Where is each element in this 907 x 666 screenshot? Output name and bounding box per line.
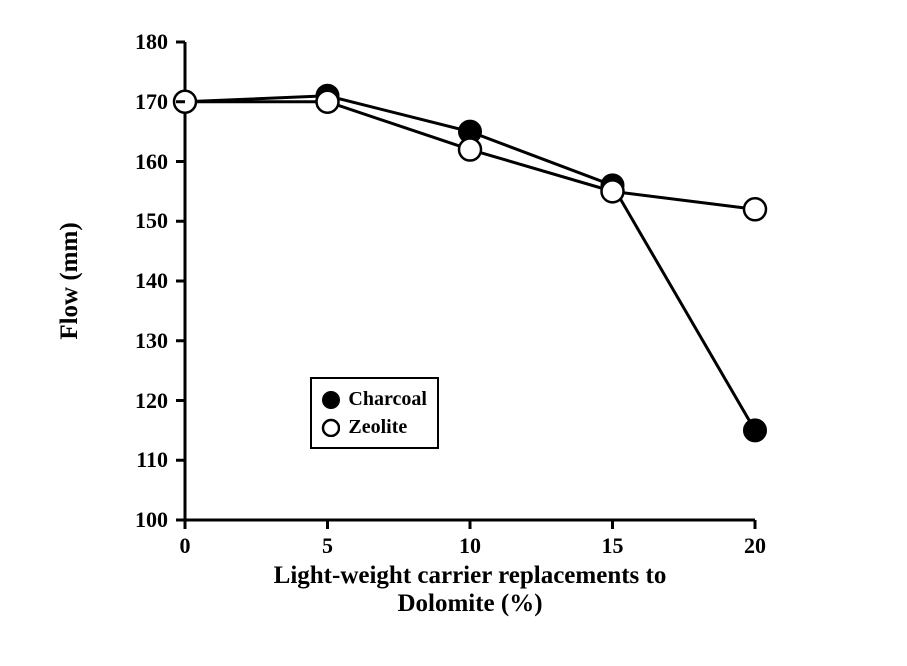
y-tick-label: 140 bbox=[118, 268, 168, 294]
open-circle-icon bbox=[320, 417, 340, 437]
data-point bbox=[744, 419, 766, 441]
legend: CharcoalZeolite bbox=[310, 377, 439, 449]
y-tick-label: 170 bbox=[118, 89, 168, 115]
filled-circle-icon bbox=[320, 389, 340, 409]
x-tick-label: 5 bbox=[298, 533, 358, 559]
chart-container: 100 110 120 130 140 150 160 170 180 0 5 10 15 20 Flow… bbox=[0, 0, 907, 666]
y-tick-label: 130 bbox=[118, 328, 168, 354]
data-point bbox=[744, 198, 766, 220]
x-axis-label-line1: Light-weight carrier replacements to bbox=[274, 562, 667, 589]
y-tick-label: 150 bbox=[118, 208, 168, 234]
y-tick-label: 120 bbox=[118, 388, 168, 414]
y-tick-label: 100 bbox=[118, 507, 168, 533]
x-tick-label: 0 bbox=[155, 533, 215, 559]
x-axis-label-line2: Dolomite (%) bbox=[397, 590, 542, 617]
legend-item: Charcoal bbox=[320, 385, 427, 413]
data-point bbox=[317, 91, 339, 113]
legend-item: Zeolite bbox=[320, 413, 427, 441]
x-tick-label: 15 bbox=[583, 533, 643, 559]
data-point bbox=[602, 180, 624, 202]
x-tick-label: 10 bbox=[440, 533, 500, 559]
legend-label: Zeolite bbox=[348, 413, 407, 441]
y-tick-label: 110 bbox=[118, 447, 168, 473]
data-point bbox=[459, 139, 481, 161]
legend-label: Charcoal bbox=[348, 385, 427, 413]
y-tick-label: 180 bbox=[118, 29, 168, 55]
x-tick-label: 20 bbox=[725, 533, 785, 559]
y-axis-label: Flow (mm) bbox=[56, 222, 84, 339]
x-axis-label: Light-weight carrier replacements to Dol… bbox=[210, 562, 730, 618]
y-tick-label: 160 bbox=[118, 149, 168, 175]
